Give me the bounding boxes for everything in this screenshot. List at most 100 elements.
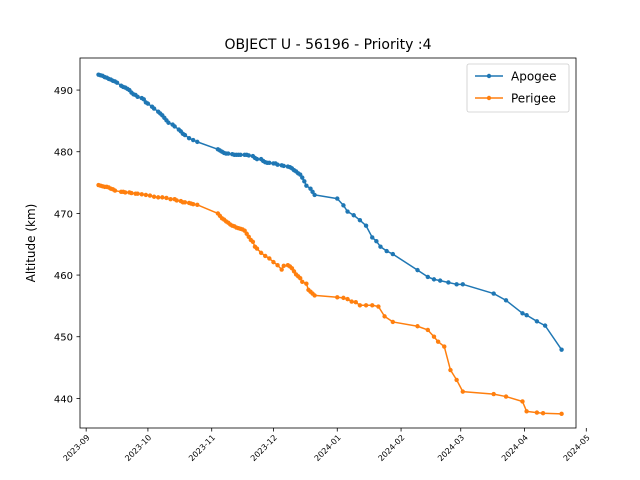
data-point-apogee (378, 244, 383, 249)
data-point-apogee (524, 312, 529, 318)
data-point-apogee (454, 282, 459, 287)
data-point-apogee (374, 238, 379, 244)
data-point-perigee (147, 193, 153, 198)
data-point-apogee (254, 156, 260, 162)
data-point-perigee (267, 256, 272, 261)
data-point-perigee (415, 324, 420, 329)
data-point-perigee (250, 239, 256, 244)
data-point-apogee (308, 186, 313, 191)
data-point-perigee (390, 319, 396, 325)
data-point-perigee (357, 303, 363, 308)
data-point-perigee (460, 389, 465, 394)
data-point-perigee (275, 263, 280, 268)
data-point-apogee (351, 213, 356, 218)
data-point-apogee (425, 274, 431, 280)
data-point-perigee (123, 190, 128, 195)
data-point-apogee (534, 319, 540, 324)
data-point-apogee (491, 291, 496, 296)
data-point-perigee (376, 304, 381, 309)
data-point-apogee (186, 135, 192, 141)
data-point-perigee (349, 299, 354, 304)
data-point-apogee (415, 267, 420, 273)
data-point-perigee (195, 202, 200, 207)
legend-label-perigee: Perigee (511, 92, 556, 106)
data-point-perigee (246, 234, 251, 240)
data-point-apogee (166, 120, 171, 125)
data-point-perigee (503, 394, 509, 399)
data-point-apogee (520, 311, 525, 316)
data-point-apogee (191, 137, 196, 143)
data-point-apogee (437, 278, 443, 283)
data-point-apogee (275, 162, 280, 167)
data-point-apogee (341, 203, 346, 208)
data-point-apogee (225, 151, 231, 156)
data-point-perigee (291, 269, 297, 274)
data-point-perigee (281, 263, 286, 269)
data-point-apogee (310, 189, 315, 195)
data-point-perigee (300, 279, 305, 285)
data-point-apogee (460, 282, 465, 287)
series-perigee (96, 182, 564, 417)
data-point-apogee (172, 124, 177, 129)
y-tick-label: 480 (54, 148, 73, 159)
legend-label-apogee: Apogee (511, 70, 557, 84)
data-point-apogee (431, 277, 437, 282)
data-point-apogee (335, 196, 340, 201)
data-point-apogee (135, 94, 140, 100)
data-point-perigee (191, 201, 196, 207)
data-point-perigee (559, 411, 564, 417)
data-point-perigee (382, 314, 387, 319)
data-point-perigee (112, 188, 118, 193)
data-point-perigee (431, 334, 437, 339)
data-point-perigee (254, 246, 260, 251)
data-point-perigee (435, 339, 441, 344)
data-point-perigee (524, 409, 529, 414)
data-point-perigee (370, 303, 375, 308)
data-point-apogee (246, 153, 251, 158)
data-point-perigee (156, 195, 161, 200)
y-tick-label: 490 (54, 86, 73, 97)
data-point-apogee (145, 101, 151, 106)
data-point-apogee (390, 251, 396, 257)
data-point-perigee (425, 327, 431, 333)
data-point-perigee (341, 295, 346, 301)
data-point-apogee (363, 223, 369, 228)
data-point-perigee (312, 293, 317, 298)
y-axis-label: Altitude (km) (24, 204, 38, 283)
data-point-apogee (302, 179, 307, 184)
data-point-apogee (542, 323, 548, 328)
data-point-apogee (304, 183, 309, 188)
data-point-perigee (491, 391, 496, 397)
data-point-perigee (168, 197, 173, 202)
data-point-perigee (298, 275, 303, 281)
y-tick-label: 470 (54, 209, 73, 220)
data-point-perigee (442, 344, 447, 349)
data-point-perigee (164, 195, 169, 201)
data-point-perigee (263, 253, 268, 259)
data-point-perigee (271, 259, 276, 265)
data-point-perigee (540, 411, 546, 416)
data-point-apogee (357, 217, 363, 223)
legend-marker-perigee (486, 95, 492, 101)
data-point-apogee (114, 80, 120, 85)
data-point-perigee (534, 410, 540, 415)
data-point-perigee (454, 377, 459, 383)
data-point-perigee (520, 399, 525, 404)
y-tick-label: 450 (54, 333, 73, 344)
data-point-perigee (258, 250, 264, 256)
data-point-perigee (448, 367, 453, 373)
data-point-perigee (353, 300, 358, 305)
data-point-apogee (281, 163, 286, 169)
y-tick-label: 460 (54, 271, 73, 282)
data-point-perigee (242, 228, 247, 233)
data-point-apogee (446, 280, 451, 285)
data-point-perigee (335, 295, 340, 300)
data-point-apogee (300, 175, 305, 180)
data-point-perigee (143, 192, 149, 198)
legend: Apogee Perigee (466, 63, 570, 113)
data-point-perigee (304, 281, 309, 286)
data-point-apogee (182, 132, 188, 138)
data-point-perigee (139, 192, 144, 197)
data-point-perigee (363, 303, 369, 308)
